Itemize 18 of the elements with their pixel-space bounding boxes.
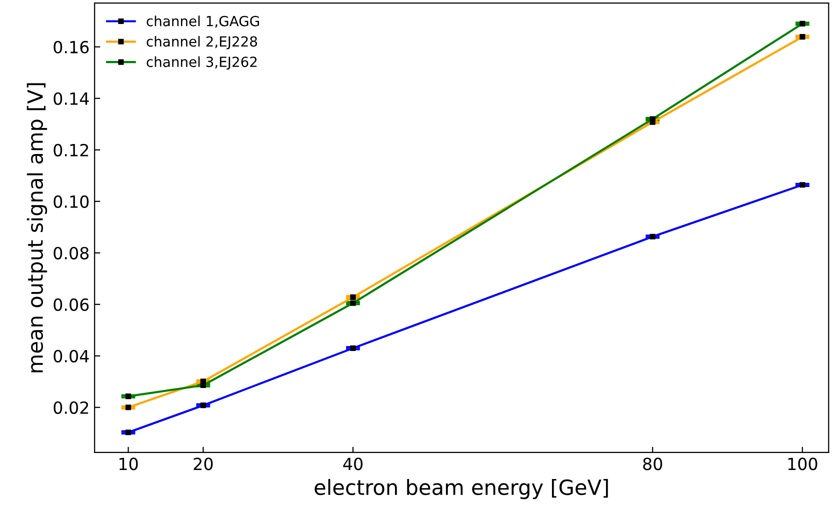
y-tick-label: 0.04: [54, 350, 89, 362]
x-tick-label: 100: [788, 458, 818, 470]
y-tick-label: 0.16: [54, 40, 89, 54]
legend-label: channel 2,EJ228: [146, 36, 258, 50]
x-tick-label: 10: [120, 458, 138, 470]
x-axis-title: electron beam energy [GeV]: [314, 479, 608, 500]
legend-label: channel 1,GAGG: [146, 16, 259, 28]
y-tick-label: 0.06: [54, 298, 89, 311]
y-tick-label: 0.10: [54, 195, 89, 208]
x-tick-label: 80: [643, 458, 662, 470]
x-tick-label: 20: [194, 458, 213, 470]
legend-label: channel 3,EJ262: [146, 56, 257, 70]
x-tick-label: 40: [343, 458, 362, 470]
y-tick-label: 0.12: [54, 144, 88, 156]
y-tick-label: 0.14: [54, 92, 89, 105]
y-axis-title: mean output signal amp [V]: [26, 83, 48, 372]
y-tick-label: 0.02: [54, 401, 88, 414]
y-tick-label: 0.08: [54, 246, 89, 260]
